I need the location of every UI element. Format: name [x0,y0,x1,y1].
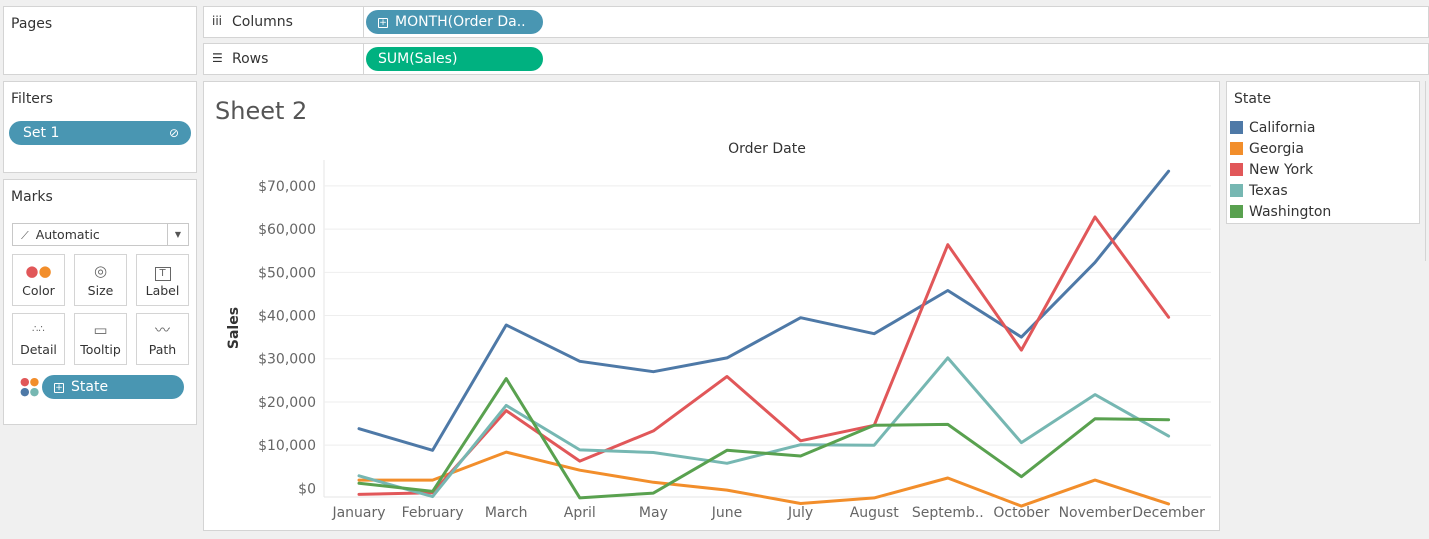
legend-label: California [1249,120,1316,136]
x-tick-label: July [787,505,813,521]
filter-pill-set1[interactable]: Set 1 ⊘ [9,121,191,145]
columns-pill-label: MONTH(Order Da.. [395,14,526,30]
y-tick-label: $40,000 [258,309,316,325]
mark-color-label: Color [22,283,55,298]
rows-icon: ☰ [212,51,223,65]
mark-detail-button[interactable]: ∴∴ Detail [12,313,65,365]
columns-icon: iii [212,14,223,28]
pages-panel: Pages [3,6,197,75]
set-link-icon: ⊘ [168,126,179,140]
y-tick-label: $60,000 [258,222,316,238]
legend-swatch [1230,142,1243,155]
x-tick-label: April [564,505,596,521]
legend-item[interactable]: Georgia [1230,139,1304,160]
mark-size-button[interactable]: ◎ Size [74,254,127,306]
rows-pill-label: SUM(Sales) [378,51,458,67]
x-tick-label: March [485,505,528,521]
legend-item[interactable]: California [1230,118,1315,139]
mark-path-label: Path [148,342,177,357]
path-icon: 〰 [154,321,170,339]
x-tick-label: August [850,505,900,521]
x-tick-label: February [402,505,464,521]
legend-swatch [1230,205,1243,218]
columns-shelf-label: iii Columns [204,7,364,37]
x-tick-label: December [1132,505,1205,521]
rows-shelf[interactable]: ☰ Rows SUM(Sales) [203,43,1429,75]
state-legend: State California Georgia New York Texas Wash… [1226,81,1420,224]
rows-pill[interactable]: SUM(Sales) [366,47,543,71]
detail-dots-icon: ∴∴ [32,324,45,335]
x-tick-label: Septemb.. [912,505,984,521]
columns-shelf[interactable]: iii Columns + MONTH(Order Da.. [203,6,1429,38]
legend-label: New York [1249,162,1314,178]
mark-size-label: Size [87,283,114,298]
series-line [357,215,1171,496]
mark-color-button[interactable]: ●● Color [12,254,65,306]
color-field-icon: ●● ●● [20,375,40,398]
mark-label-button[interactable]: T Label [136,254,189,306]
pages-title: Pages [11,16,53,32]
x-tick-label: October [993,505,1049,521]
legend-swatch [1230,184,1243,197]
columns-pill[interactable]: + MONTH(Order Da.. [366,10,543,34]
legend-item[interactable]: New York [1230,160,1313,181]
expand-plus-icon: + [378,18,388,28]
mark-type-dropdown[interactable]: ⟋ Automatic ▼ [12,223,189,246]
size-icon: ◎ [93,262,108,280]
x-tick-label: November [1059,505,1132,521]
y-tick-label: $30,000 [258,352,316,368]
mark-detail-label: Detail [20,342,57,357]
legend-label: Georgia [1249,141,1304,157]
filters-title: Filters [11,91,53,107]
mark-tooltip-label: Tooltip [80,342,121,357]
y-tick-label: $10,000 [258,438,316,454]
legend-title: State [1234,91,1272,107]
chevron-down-icon: ▼ [167,224,188,245]
y-tick-label: $70,000 [258,179,316,195]
mark-path-button[interactable]: 〰 Path [136,313,189,365]
line-chart: Order Date $0 $10,000 $20,000 $30,000 $40,000… [226,141,1211,521]
legend-item[interactable]: Washington [1230,202,1331,223]
x-tick-label: January [331,505,385,521]
mark-tooltip-button[interactable]: ▭ Tooltip [74,313,127,365]
y-axis-label: Sales [226,307,242,349]
filters-panel: Filters Set 1 ⊘ [3,81,197,173]
sheet-panel: Sheet 2 Order Date $0 $10,000 $20,000 $30,00… [203,81,1220,531]
legend-swatch [1230,163,1243,176]
x-tick-label: May [639,505,668,521]
series-line [357,450,1171,508]
expand-plus-icon: + [54,383,64,393]
series-line [357,356,1171,499]
y-tick-label: $20,000 [258,395,316,411]
filter-pill-label: Set 1 [23,125,60,141]
legend-item[interactable]: Texas [1230,181,1288,202]
legend-divider [1425,81,1426,261]
mark-type-label: Automatic [35,227,100,242]
legend-label: Texas [1249,183,1288,199]
sheet-title: Sheet 2 [215,97,308,125]
marks-state-label: State [71,379,109,395]
y-tick-label: $50,000 [258,265,316,281]
series-line [357,377,1171,500]
series-line [357,169,1171,452]
tooltip-icon: ▭ [93,321,108,339]
legend-swatch [1230,121,1243,134]
legend-label: Washington [1249,204,1332,220]
rows-shelf-label: ☰ Rows [204,44,364,74]
text-label-icon: T [137,255,188,283]
x-tick-label: June [711,505,743,521]
marks-state-pill[interactable]: + State [42,375,184,399]
y-tick-label: $0 [298,481,316,497]
marks-panel: Marks ⟋ Automatic ▼ ●● Color ◎ Size T La… [3,179,197,425]
chart-title: Order Date [728,141,806,157]
marks-title: Marks [11,189,53,205]
line-mark-icon: ⟋ [21,229,29,242]
mark-label-label: Label [145,283,180,298]
color-dots-icon: ●● [25,262,52,280]
